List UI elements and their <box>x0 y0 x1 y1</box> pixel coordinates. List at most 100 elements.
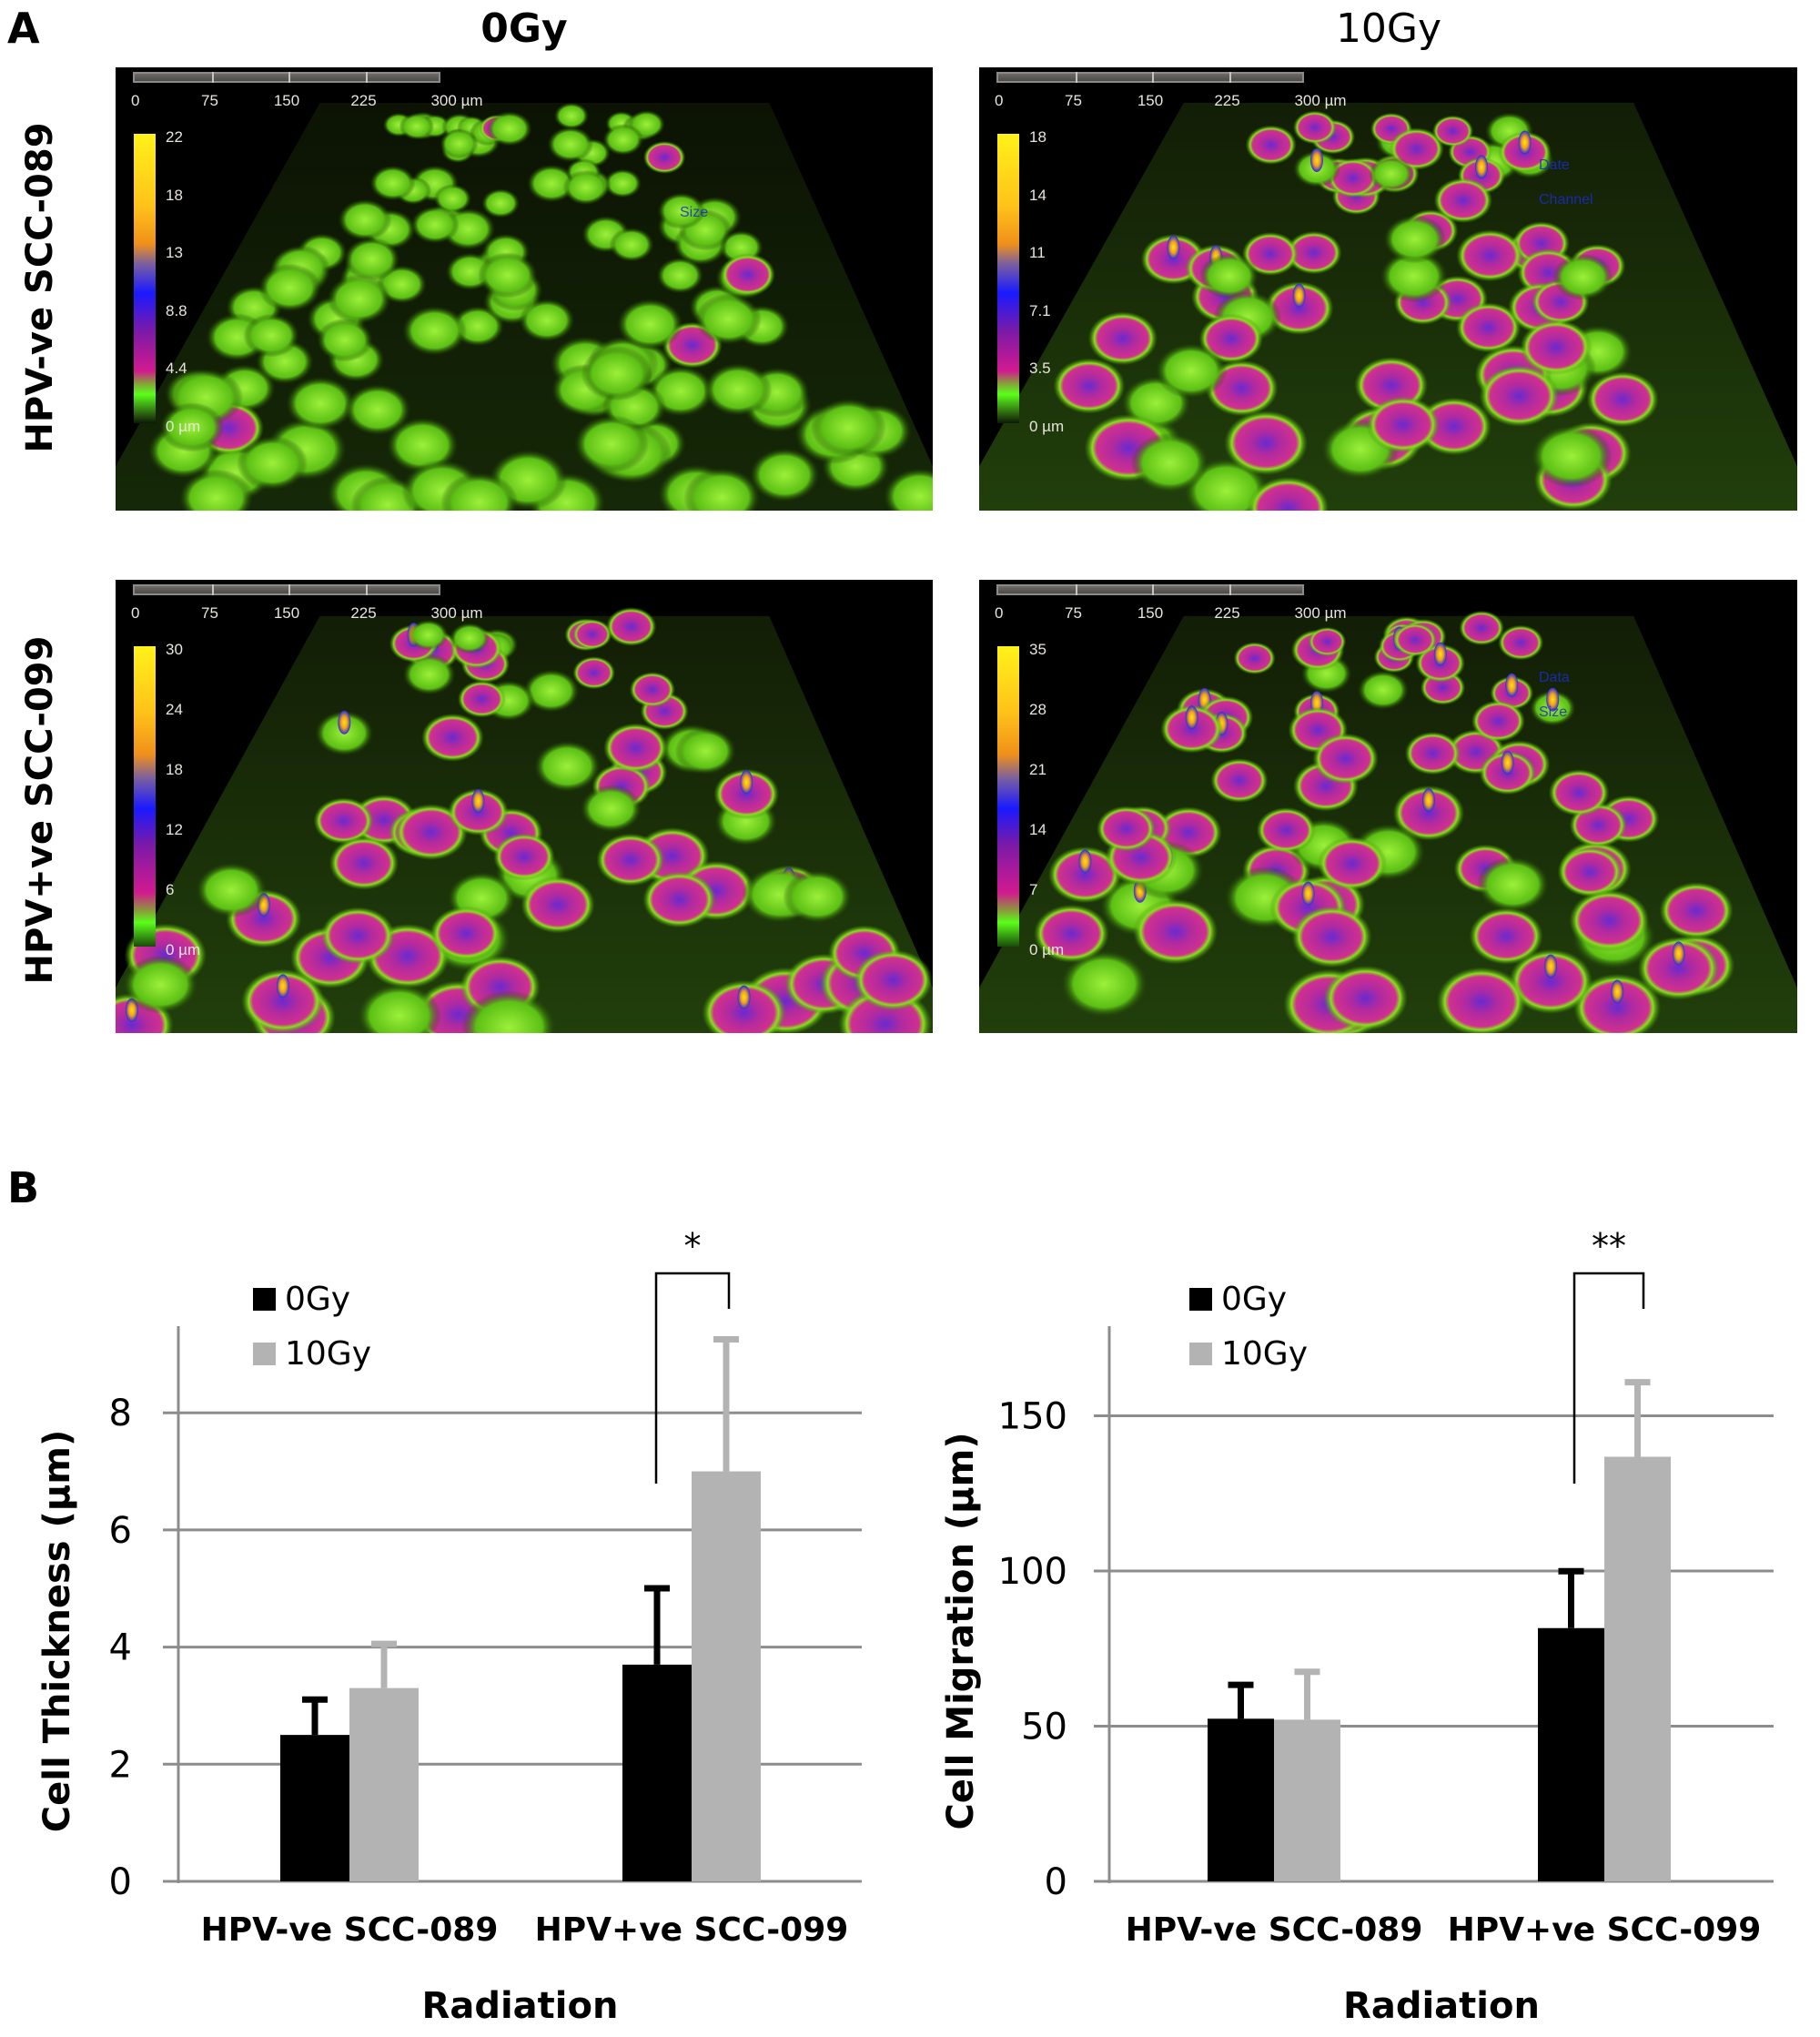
row-label-hpv-positive: HPV+ve SCC-099 <box>19 635 61 985</box>
overlay-label: Size <box>1539 704 1568 720</box>
scale-bar-tick <box>288 584 290 595</box>
x-axis-title: Radiation <box>1343 1985 1540 2027</box>
scale-bar-label: 150 <box>1137 92 1164 109</box>
scale-bar-label: 150 <box>273 604 300 622</box>
scale-bar-tick <box>365 72 368 83</box>
colorbar-label: 13 <box>166 244 183 262</box>
micrograph-hpvneg-10gy: 0 75 150 225 300 µm 18 14 11 7.1 3.5 0 µm Date Chann… <box>979 67 1797 511</box>
scale-bar-tick <box>211 584 214 595</box>
bar-0gy-hpv-positive <box>1538 1627 1604 1881</box>
significance-marker: * <box>684 1226 702 1266</box>
colorbar-label: 7 <box>1029 880 1038 898</box>
legend-swatch-10gy <box>1189 1343 1212 1365</box>
legend-swatch-0gy <box>253 1288 276 1311</box>
legend-label-10gy: 10Gy <box>1221 1335 1308 1373</box>
scale-bar-label: 300 µm <box>1294 92 1347 109</box>
scale-bar-tick <box>1152 584 1154 595</box>
scale-bar-tick <box>1075 584 1077 595</box>
micrograph-hpvpos-10gy: 0 75 150 225 300 µm 35 28 21 14 7 0 µm Data Size <box>979 580 1797 1033</box>
micrograph-hpvpos-0gy: 0 75 150 225 300 µm 30 24 18 12 6 0 µm <box>116 580 933 1033</box>
scale-bar-label: 300 µm <box>430 604 483 622</box>
colorbar-label: 22 <box>166 127 183 146</box>
overlay-label: Data <box>1539 670 1570 685</box>
colorbar-label: 14 <box>1029 186 1046 204</box>
y-tick-label: 0 <box>1045 1861 1067 1903</box>
y-tick-label: 0 <box>109 1861 132 1903</box>
scale-bar-tick <box>1228 584 1231 595</box>
scale-bar-label: 0 <box>131 92 140 109</box>
scale-bar-tick <box>211 72 214 83</box>
colorbar-label: 3.5 <box>1029 360 1051 378</box>
colorbar-label: 12 <box>166 820 183 838</box>
overlay-label: Size <box>680 205 709 220</box>
micrograph-hpvneg-0gy: 0 75 150 225 300 µm 22 18 13 8.8 4.4 0 µm Size <box>116 67 933 511</box>
scale-bar-label: 0 <box>995 604 1004 622</box>
x-axis-title: Radiation <box>422 1985 619 2027</box>
scale-bar-label: 225 <box>1214 92 1240 109</box>
bar-0gy-hpv-negative <box>1208 1718 1274 1881</box>
scale-bar-label: 0 <box>131 604 140 622</box>
x-category-label: HPV+ve SCC-099 <box>1448 1911 1762 1949</box>
significance-bracket <box>1572 1272 1645 1484</box>
scale-bar-label: 225 <box>1214 604 1240 622</box>
scale-bar-tick <box>1228 72 1231 83</box>
colorbar-label: 7.1 <box>1029 301 1051 319</box>
panel-b-label: B <box>7 1163 40 1212</box>
colorbar-label: 24 <box>166 700 183 718</box>
colorbar-label: 0 µm <box>166 417 201 435</box>
scale-bar-label: 75 <box>1065 604 1082 622</box>
scale-bar-tick <box>1152 72 1154 83</box>
significance-marker: ** <box>1592 1226 1626 1266</box>
colorbar-label: 0 µm <box>166 940 201 958</box>
bar-0gy-hpv-positive <box>622 1664 692 1881</box>
scale-bar-label: 150 <box>273 92 300 109</box>
column-header-0gy: 0Gy <box>480 5 568 52</box>
scale-bar-tick <box>1075 72 1077 83</box>
scale-bar-label: 300 µm <box>430 92 483 109</box>
scale-bar <box>996 72 1304 83</box>
bar-0gy-hpv-negative <box>280 1735 349 1881</box>
y-tick-label: 50 <box>1021 1707 1067 1748</box>
y-tick-label: 2 <box>109 1744 132 1786</box>
scale-bar-label: 75 <box>201 604 218 622</box>
scale-bar-label: 300 µm <box>1294 604 1347 622</box>
cell-surface-render <box>116 102 933 511</box>
colorbar-label: 0 µm <box>1029 417 1065 435</box>
bar-10gy-hpv-positive <box>692 1471 761 1881</box>
x-category-label: HPV+ve SCC-099 <box>535 1911 849 1949</box>
colorbar-label: 4.4 <box>166 360 187 378</box>
bar-10gy-hpv-negative <box>349 1687 419 1881</box>
colorbar-label: 21 <box>1029 760 1046 778</box>
bar-10gy-hpv-negative <box>1274 1719 1340 1881</box>
legend-swatch-10gy <box>253 1343 276 1365</box>
x-category-label: HPV-ve SCC-089 <box>201 1911 499 1949</box>
colorbar-label: 35 <box>1029 640 1046 658</box>
colorbar-label: 11 <box>1029 244 1046 262</box>
y-tick-label: 150 <box>998 1396 1067 1438</box>
height-colorbar <box>997 134 1019 423</box>
scale-bar-label: 150 <box>1137 604 1164 622</box>
legend-label-10gy: 10Gy <box>285 1335 371 1373</box>
height-colorbar <box>997 646 1019 947</box>
scale-bar-tick <box>365 584 368 595</box>
colorbar-label: 0 µm <box>1029 940 1065 958</box>
scale-bar-label: 75 <box>1065 92 1082 109</box>
height-colorbar <box>134 134 156 423</box>
bar-10gy-hpv-positive <box>1604 1456 1671 1881</box>
overlay-label: Channel <box>1539 192 1593 208</box>
y-tick-label: 4 <box>109 1627 132 1669</box>
overlay-label: Date <box>1539 157 1570 173</box>
cell-surface-render <box>116 607 933 1033</box>
y-axis-title: Cell Migration (µm) <box>940 1432 982 1829</box>
scale-bar-label: 0 <box>995 92 1004 109</box>
cell-surface-render <box>979 610 1797 1033</box>
cell-thickness-chart: 0 2 4 6 8 HPV-ve SCC-089 HPV+ve SCC-099 * Radiat… <box>0 1220 910 2033</box>
scale-bar-label: 225 <box>350 92 377 109</box>
significance-bracket <box>654 1272 731 1484</box>
colorbar-label: 6 <box>166 880 175 898</box>
column-header-10gy: 10Gy <box>1335 5 1442 52</box>
legend-label-0gy: 0Gy <box>1221 1281 1287 1318</box>
scale-bar <box>996 584 1304 595</box>
y-tick-label: 8 <box>109 1393 132 1434</box>
height-colorbar <box>134 646 156 947</box>
